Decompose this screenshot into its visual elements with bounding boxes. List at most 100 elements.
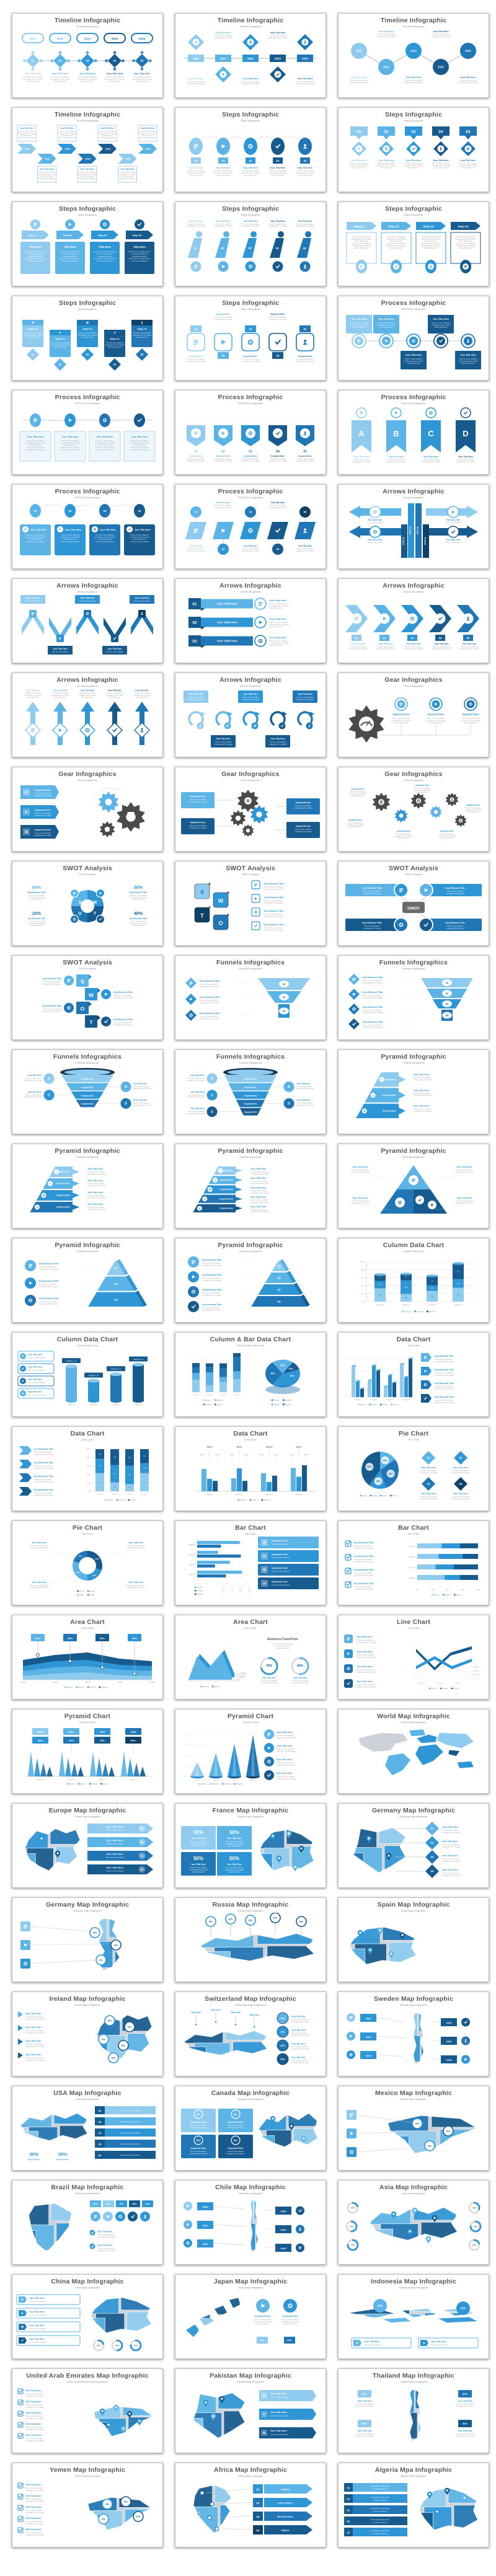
svg-text:Key Element Title: Key Element Title xyxy=(354,1555,374,1558)
svg-text:of passages but the majority: of passages but the majority xyxy=(130,448,150,451)
slide-thumbnail: Germany Map Infographic Germany Map Info… xyxy=(12,1897,163,1982)
svg-text:Lorem ipsum is simply dummy: Lorem ipsum is simply dummy xyxy=(94,250,117,253)
slide-title: Arrows Infographic xyxy=(56,582,118,589)
svg-text:Your Title Here: Your Title Here xyxy=(270,2430,287,2432)
svg-text:There are many variations: There are many variations xyxy=(87,1171,105,1173)
svg-text:Key Element Title: Key Element Title xyxy=(435,1369,454,1371)
svg-text:of passages but the majority: of passages but the majority xyxy=(225,1843,244,1845)
svg-text:text of the printing and: text of the printing and xyxy=(27,253,44,255)
slide-thumbnail: Data Chart Data Chart 50% 40% 30% Category … xyxy=(175,1426,326,1511)
slide-graphic: 01234Category 1 Category 2 Category 3 Categ… xyxy=(184,1729,296,1785)
svg-text:Keyword Here: Keyword Here xyxy=(383,1094,396,1096)
svg-text:A: A xyxy=(211,1077,213,1081)
svg-text:There are many variations: There are many variations xyxy=(52,692,69,694)
svg-text:There are many variations: There are many variations xyxy=(38,178,56,180)
svg-text:60%: 60% xyxy=(287,2339,292,2342)
svg-text:of passages but the majority: of passages but the majority xyxy=(268,226,288,227)
slide-title: Indonesia Map Infographic xyxy=(370,2278,456,2285)
svg-text:5/1/2022: 5/1/2022 xyxy=(149,1682,156,1683)
svg-text:of passages but the majority: of passages but the majority xyxy=(269,507,288,509)
svg-text:Your Title Here: Your Title Here xyxy=(26,689,40,692)
svg-text:80%: 80% xyxy=(234,2139,238,2142)
svg-text:There are many variations: There are many variations xyxy=(51,342,69,344)
svg-text:Your Title Here: Your Title Here xyxy=(79,73,96,75)
slide-title: Bar Chart xyxy=(398,1524,429,1532)
svg-text:There are many variations: There are many variations xyxy=(269,602,288,605)
svg-text:of passages but the majority: of passages but the majority xyxy=(25,2395,45,2397)
svg-text:2020: 2020 xyxy=(38,1731,44,1734)
svg-text:of passages but the majority: of passages but the majority xyxy=(296,461,315,462)
svg-text:There are many variations: There are many variations xyxy=(95,540,115,543)
svg-text:Your Title Here: Your Title Here xyxy=(107,648,122,650)
svg-text:There are many variations: There are many variations xyxy=(422,236,441,238)
svg-text:There are many variations: There are many variations xyxy=(414,1077,432,1079)
svg-text:Your Title Here: Your Title Here xyxy=(270,220,285,223)
slide-thumbnail: Process Infographic PROCESS Infographic … xyxy=(12,390,163,475)
svg-text:There are many variations: There are many variations xyxy=(228,2125,245,2127)
svg-text:60%: 60% xyxy=(145,2203,150,2205)
svg-text:have suffered form: have suffered form xyxy=(136,337,149,338)
svg-text:have suffered form: have suffered form xyxy=(27,337,40,338)
svg-text:There are many variations: There are many variations xyxy=(19,137,36,139)
svg-text:There are many variations: There are many variations xyxy=(19,131,36,133)
svg-text:50%: 50% xyxy=(124,2500,128,2503)
slide-subtitle: Ireland Map Infographic xyxy=(74,2003,101,2006)
svg-text:90%: 90% xyxy=(299,1920,304,1923)
svg-text:of passages but the majority: of passages but the majority xyxy=(349,325,369,327)
svg-text:have suffered form: have suffered form xyxy=(54,346,67,348)
svg-text:of passages but the majority: of passages but the majority xyxy=(414,1111,433,1113)
svg-text:02: 02 xyxy=(459,1457,463,1460)
svg-text:There are many variations: There are many variations xyxy=(26,439,45,442)
svg-text:Key Element Title: Key Element Title xyxy=(363,1020,383,1023)
svg-text:02: 02 xyxy=(383,637,386,640)
svg-text:01: 01 xyxy=(99,2120,102,2124)
svg-text:Your Title Here: Your Title Here xyxy=(460,159,476,162)
svg-text:There are many variations: There are many variations xyxy=(269,316,287,318)
svg-text:There are many variations: There are many variations xyxy=(215,741,232,743)
svg-text:04: 04 xyxy=(277,548,280,551)
svg-text:of passages but the majority: of passages but the majority xyxy=(349,165,369,167)
svg-text:of passages but the majority: of passages but the majority xyxy=(404,82,423,84)
svg-text:Your Title Here: Your Title Here xyxy=(354,456,370,458)
svg-text:There are many variations: There are many variations xyxy=(292,1680,309,1682)
svg-text:have suffered form: have suffered form xyxy=(272,175,285,177)
svg-text:There are many variations: There are many variations xyxy=(457,459,475,461)
svg-text:Lorem ipsum is simply dummy: Lorem ipsum is simply dummy xyxy=(59,257,82,260)
svg-text:Keyword Here: Keyword Here xyxy=(298,355,312,358)
svg-text:There are many variations: There are many variations xyxy=(140,137,157,139)
svg-text:Keyword Here: Keyword Here xyxy=(216,313,231,315)
svg-text:of passages but the majority: of passages but the majority xyxy=(296,1105,315,1106)
svg-text:Lorem ipsum is simply dummy: Lorem ipsum is simply dummy xyxy=(371,2508,391,2510)
svg-text:of passages but the majority: of passages but the majority xyxy=(30,1587,49,1589)
svg-text:2024: 2024 xyxy=(302,57,308,60)
svg-text:There are many variations: There are many variations xyxy=(297,548,314,550)
svg-text:There are many variations: There are many variations xyxy=(34,1493,53,1494)
svg-text:of passages but the majority: of passages but the majority xyxy=(349,793,368,795)
svg-text:of passages but the majority: of passages but the majority xyxy=(295,172,315,174)
svg-text:Your Title Here: Your Title Here xyxy=(87,1168,103,1170)
svg-text:of passages but the majority: of passages but the majority xyxy=(95,442,115,444)
svg-text:03: 03 xyxy=(248,247,252,250)
svg-text:There are many variations: There are many variations xyxy=(352,1201,370,1202)
svg-text:of passages but the majority: of passages but the majority xyxy=(451,1498,471,1500)
svg-text:2021: 2021 xyxy=(203,2224,209,2227)
slide-title: Germany Map Infographic xyxy=(371,1807,456,1814)
svg-text:of passages but the majority: of passages but the majority xyxy=(25,2534,45,2536)
svg-text:Series 4: Series 4 xyxy=(393,1404,399,1406)
svg-text:There are many variations: There are many variations xyxy=(354,1559,373,1561)
svg-text:There are many variations: There are many variations xyxy=(34,1479,53,1481)
svg-text:05: 05 xyxy=(467,637,470,640)
svg-text:Your Title Here: Your Title Here xyxy=(298,545,312,547)
svg-text:There are many variations: There are many variations xyxy=(250,1199,268,1201)
svg-text:02: 02 xyxy=(277,1277,281,1280)
svg-text:Key Element Title: Key Element Title xyxy=(113,1018,133,1021)
slide-thumbnail: Sweden Map Infographic Sweden Map Infogr… xyxy=(338,1992,489,2076)
svg-text:of passages but the majority: of passages but the majority xyxy=(241,461,260,462)
svg-text:80%: 80% xyxy=(197,2139,201,2142)
svg-text:There are many variations: There are many variations xyxy=(269,621,288,624)
svg-text:Your Title Here: Your Title Here xyxy=(100,529,116,531)
svg-text:04: 04 xyxy=(277,1300,281,1303)
